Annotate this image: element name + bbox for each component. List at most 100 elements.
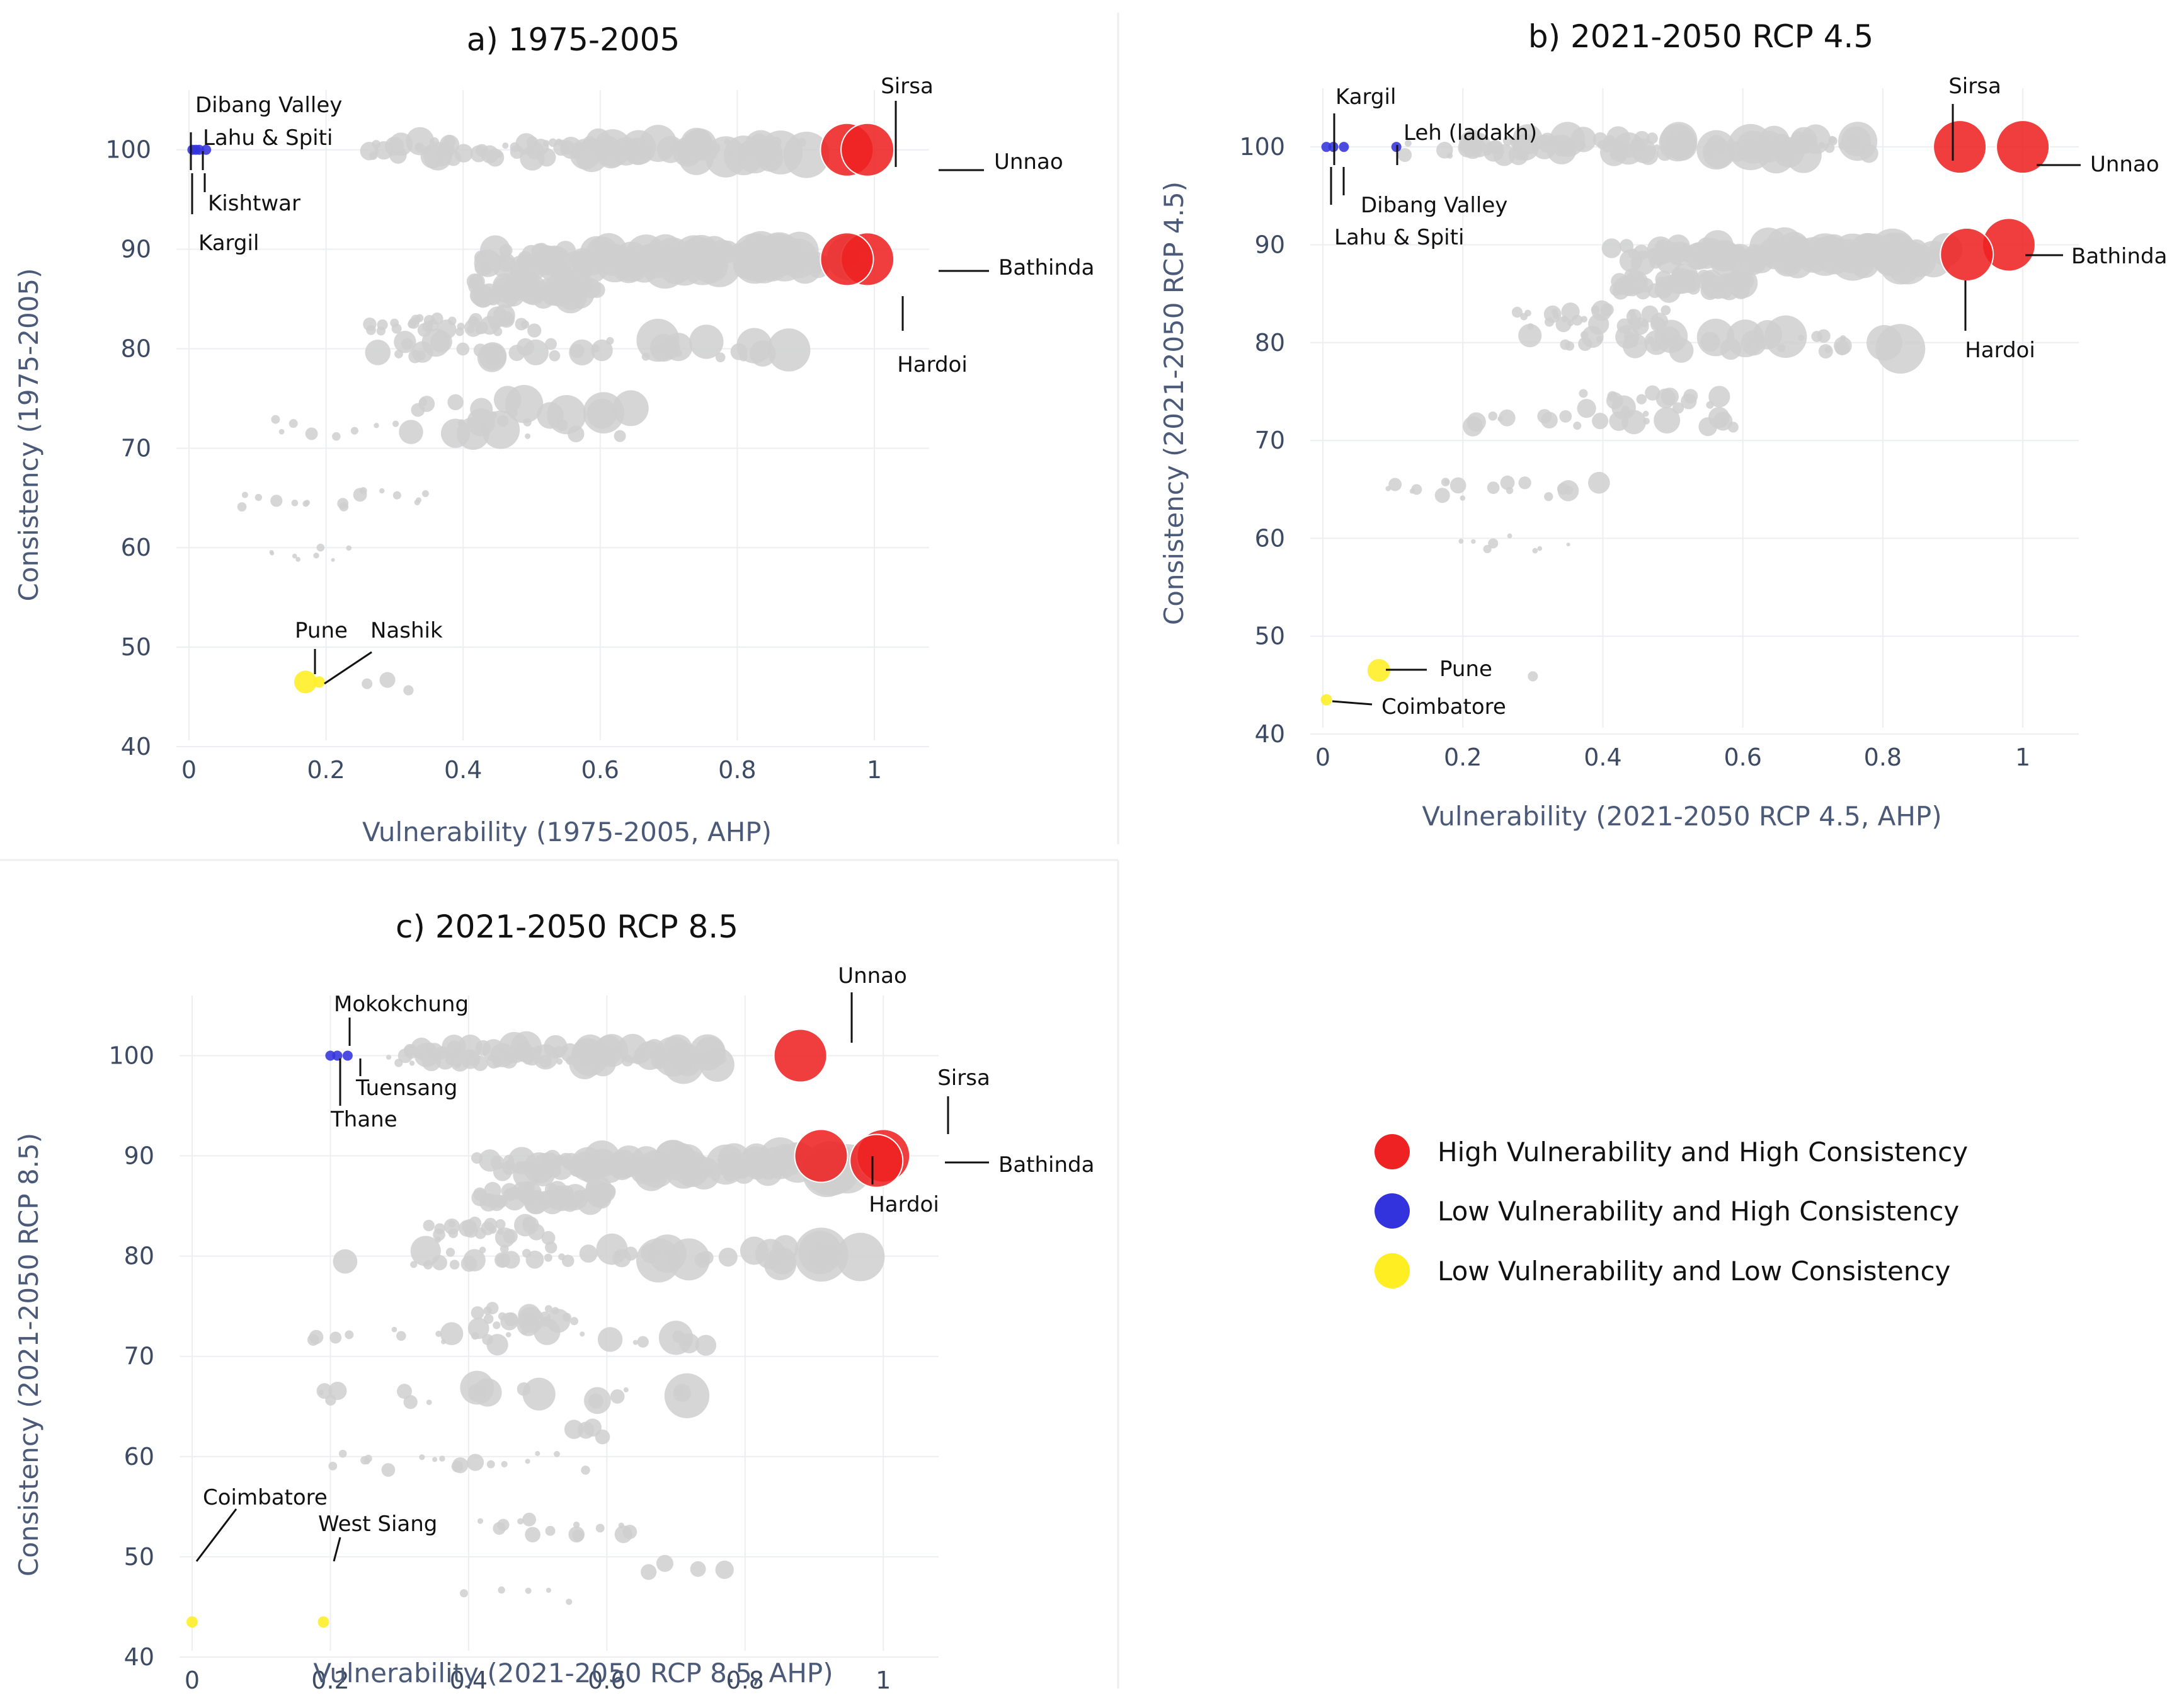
district-point	[439, 134, 460, 155]
district-point	[606, 336, 614, 345]
district-point	[623, 1387, 629, 1392]
district-point	[1773, 146, 1792, 163]
x-axis-label: Vulnerability (2021-2050 RCP 4.5, AHP)	[1422, 801, 1941, 832]
district-point	[624, 148, 631, 156]
highlighted-district-point	[332, 1050, 343, 1061]
district-point	[304, 500, 311, 506]
district-point	[1811, 331, 1823, 342]
district-point	[416, 350, 426, 360]
district-point	[399, 420, 423, 444]
district-point	[526, 141, 544, 159]
district-point	[460, 1370, 495, 1405]
district-point	[505, 1332, 512, 1338]
district-point	[1411, 484, 1422, 495]
district-point	[374, 423, 379, 428]
district-point	[562, 1312, 571, 1322]
district-point	[1388, 478, 1402, 491]
y-tick-label: 80	[1255, 329, 1285, 357]
district-point	[493, 1058, 502, 1068]
district-point	[572, 1529, 584, 1542]
district-point	[254, 493, 263, 502]
district-point	[1506, 486, 1514, 495]
district-point	[418, 396, 435, 412]
district-point	[447, 394, 464, 411]
district-point	[1404, 140, 1412, 147]
district-point	[483, 344, 504, 365]
district-point	[568, 425, 585, 443]
district-point	[1532, 548, 1538, 554]
legend-label-low-high: Low Vulnerability and High Consistency	[1438, 1196, 1959, 1227]
district-point	[1654, 407, 1681, 434]
district-point	[453, 1060, 461, 1069]
district-point	[566, 1598, 573, 1605]
district-point	[316, 1383, 333, 1399]
district-point	[328, 1462, 338, 1471]
district-point	[500, 1244, 509, 1253]
district-point	[430, 331, 452, 353]
district-point	[546, 1587, 551, 1593]
district-point	[1499, 409, 1516, 427]
district-point	[1834, 336, 1852, 355]
district-point	[329, 1331, 342, 1344]
annotation-leader-line	[1332, 700, 1373, 706]
annotation-label: Pune	[295, 618, 348, 643]
district-point	[501, 1052, 509, 1060]
district-point	[1671, 243, 1687, 260]
district-point	[1642, 410, 1649, 417]
district-point	[381, 1463, 396, 1477]
district-point	[541, 1230, 556, 1245]
highlighted-district-point	[1321, 142, 1332, 152]
district-point	[379, 672, 396, 688]
annotation-label: Pune	[1439, 657, 1492, 682]
district-point	[1577, 399, 1596, 418]
district-point	[1696, 318, 1735, 357]
district-point	[502, 1251, 520, 1269]
annotation-label: Lahu & Spiti	[203, 125, 333, 151]
district-point	[580, 1331, 585, 1337]
district-point	[783, 131, 830, 178]
district-point	[1646, 336, 1655, 345]
district-point	[480, 261, 493, 275]
district-point	[666, 1160, 687, 1181]
district-point	[807, 1256, 816, 1265]
highlighted-district-point	[317, 1616, 329, 1628]
x-tick-label: 0	[185, 1666, 200, 1694]
x-tick-label: 0.2	[311, 1666, 349, 1694]
district-point	[641, 1564, 657, 1580]
district-point	[445, 1248, 455, 1257]
district-point	[563, 1046, 569, 1052]
x-tick-label: 0.6	[1724, 743, 1761, 771]
highlighted-district-point	[1996, 120, 2050, 175]
district-point	[486, 1302, 499, 1314]
legend-marker-high-high	[1375, 1134, 1410, 1169]
district-point	[545, 338, 557, 350]
district-point	[673, 1384, 692, 1403]
annotation-label: Thane	[330, 1107, 397, 1132]
district-point	[579, 1244, 598, 1263]
district-point	[1661, 387, 1679, 406]
district-point	[471, 1306, 484, 1320]
district-point	[525, 433, 531, 439]
x-tick-label: 1	[867, 756, 882, 784]
district-point	[544, 1253, 552, 1262]
x-tick-label: 0.6	[581, 756, 619, 784]
district-point	[597, 1327, 623, 1352]
district-point	[534, 1045, 542, 1054]
annotation-label: Unnao	[2090, 152, 2159, 177]
district-point	[365, 340, 391, 365]
district-point	[1606, 126, 1630, 151]
district-point	[345, 1330, 354, 1339]
district-point	[1552, 309, 1558, 316]
district-point	[1797, 335, 1804, 341]
chart-title: c) 2021-2050 RCP 8.5	[396, 909, 738, 945]
district-point	[525, 1587, 532, 1594]
district-point	[565, 280, 595, 309]
district-point	[479, 1246, 486, 1254]
district-point	[434, 1223, 445, 1234]
district-point	[544, 1305, 552, 1313]
district-point	[271, 415, 280, 424]
district-point	[614, 430, 626, 442]
legend-marker-low-low	[1375, 1253, 1410, 1288]
highlighted-district-point	[820, 232, 874, 287]
district-point	[1518, 324, 1542, 348]
